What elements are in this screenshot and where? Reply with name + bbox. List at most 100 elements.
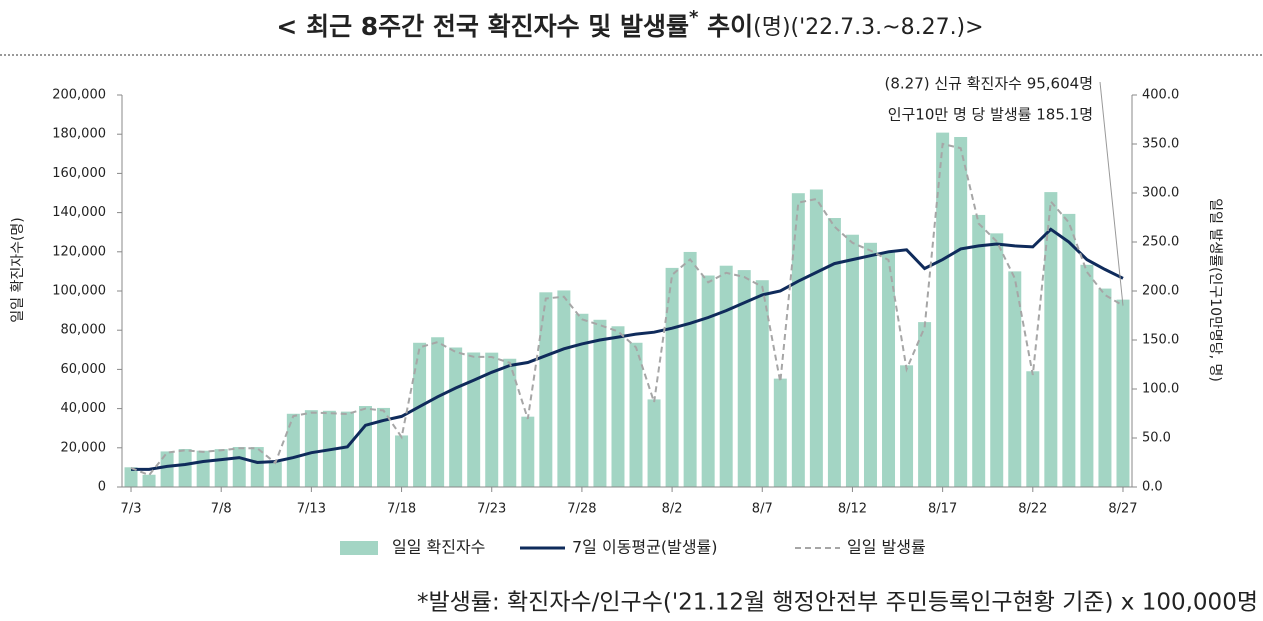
bar <box>286 413 300 487</box>
bar <box>1008 271 1022 487</box>
bar <box>863 242 877 487</box>
bar <box>1116 299 1130 487</box>
y2-tick-label: 0.0 <box>1142 480 1163 495</box>
bar <box>557 290 571 487</box>
footnote: *발생률: 확진자수/인구수('21.12월 행정안전부 주민등록인구현황 기준… <box>417 590 1258 616</box>
bar <box>647 399 661 487</box>
x-tick-label: 8/17 <box>928 502 957 517</box>
x-tick-label: 7/28 <box>567 502 596 517</box>
bar <box>449 347 463 487</box>
y-axis-label: 일일 확진자수(명) <box>10 217 26 323</box>
y-tick-label: 80,000 <box>61 323 107 338</box>
bar <box>827 218 841 488</box>
line <box>131 227 1124 471</box>
bar <box>232 446 246 487</box>
y-tick-label: 0 <box>98 480 106 495</box>
bar <box>845 234 859 487</box>
y-tick-label: 40,000 <box>61 401 107 416</box>
bar <box>1062 213 1076 487</box>
y2-axis-label: 일일 발생률(인구10만명당, 명) <box>1207 198 1223 382</box>
x-tick-label: 8/22 <box>1018 502 1047 517</box>
x-tick-label: 8/2 <box>662 502 683 517</box>
x-tick-label: 8/7 <box>752 502 773 517</box>
bar <box>340 411 354 487</box>
bar <box>196 450 210 487</box>
bar <box>954 136 968 487</box>
bar <box>304 410 318 487</box>
title-sup: * <box>689 7 699 28</box>
bar <box>1080 264 1094 487</box>
y-tick-label: 140,000 <box>52 205 106 220</box>
bar <box>593 319 607 487</box>
y-tick-label: 200,000 <box>52 88 106 103</box>
x-tick-label: 7/3 <box>121 502 142 517</box>
bar <box>990 233 1004 487</box>
x-tick-label: 8/12 <box>838 502 867 517</box>
title-part: 추이 <box>698 12 753 41</box>
legend-label: 일일 발생률 <box>847 538 926 557</box>
bar <box>413 342 427 487</box>
annotation: 인구10만 명 당 발생률 185.1명 <box>888 106 1093 124</box>
annotation: (8.27) 신규 확진자수 95,604명 <box>885 75 1094 93</box>
x-tick-label: 7/18 <box>387 502 416 517</box>
bar <box>503 358 517 487</box>
bar <box>755 280 769 487</box>
y-tick-label: 20,000 <box>61 440 107 455</box>
y-tick-label: 160,000 <box>52 166 106 181</box>
bar <box>773 378 787 487</box>
bar <box>521 416 535 487</box>
bar <box>250 447 264 487</box>
legend-label: 7일 이동평균(발생률) <box>572 538 718 557</box>
bar <box>1044 192 1058 487</box>
bar <box>918 322 932 487</box>
bar <box>160 451 174 487</box>
title-part: < 최근 8주간 전국 확진자수 및 발생률 <box>276 12 689 41</box>
bar <box>972 214 986 488</box>
bar <box>665 267 679 487</box>
bar <box>268 462 282 487</box>
legend-swatch <box>340 541 378 555</box>
bar <box>719 265 733 487</box>
bar <box>791 193 805 487</box>
bar <box>377 407 391 487</box>
bar <box>1026 371 1040 487</box>
x-tick-label: 7/13 <box>297 502 326 517</box>
x-tick-label: 7/8 <box>211 502 232 517</box>
bar <box>142 474 156 487</box>
bar <box>485 352 499 487</box>
bar <box>1098 288 1112 487</box>
bar <box>737 270 751 487</box>
x-tick-label: 8/27 <box>1108 502 1137 517</box>
bar <box>214 449 228 487</box>
bar <box>467 352 481 487</box>
x-tick-label: 7/23 <box>477 502 506 517</box>
y-tick-label: 180,000 <box>52 127 106 142</box>
y2-tick-label: 300.0 <box>1142 186 1179 201</box>
y-tick-label: 100,000 <box>52 284 106 299</box>
y-tick-label: 60,000 <box>61 362 107 377</box>
chart-title: < 최근 8주간 전국 확진자수 및 발생률* 추이(명)('22.7.3.~8… <box>276 7 983 41</box>
bar <box>178 449 192 487</box>
y-tick-label: 120,000 <box>52 244 106 259</box>
y2-tick-label: 400.0 <box>1142 88 1179 103</box>
leader-line <box>1099 81 1124 306</box>
y2-tick-label: 100.0 <box>1142 382 1179 397</box>
legend-label: 일일 확진자수 <box>392 538 485 557</box>
bar <box>358 406 372 487</box>
bar <box>611 326 625 487</box>
bar <box>882 252 896 487</box>
y2-tick-label: 250.0 <box>1142 235 1179 250</box>
y2-tick-label: 150.0 <box>1142 333 1179 348</box>
bar <box>575 313 589 487</box>
bar <box>936 132 950 488</box>
bar <box>431 337 445 487</box>
bar <box>900 365 914 487</box>
y2-tick-label: 200.0 <box>1142 284 1179 299</box>
bar <box>701 275 715 487</box>
line <box>130 142 1124 477</box>
bar <box>539 292 553 487</box>
y2-tick-label: 50.0 <box>1142 431 1171 446</box>
y2-tick-label: 350.0 <box>1142 137 1179 152</box>
bar <box>395 435 409 487</box>
